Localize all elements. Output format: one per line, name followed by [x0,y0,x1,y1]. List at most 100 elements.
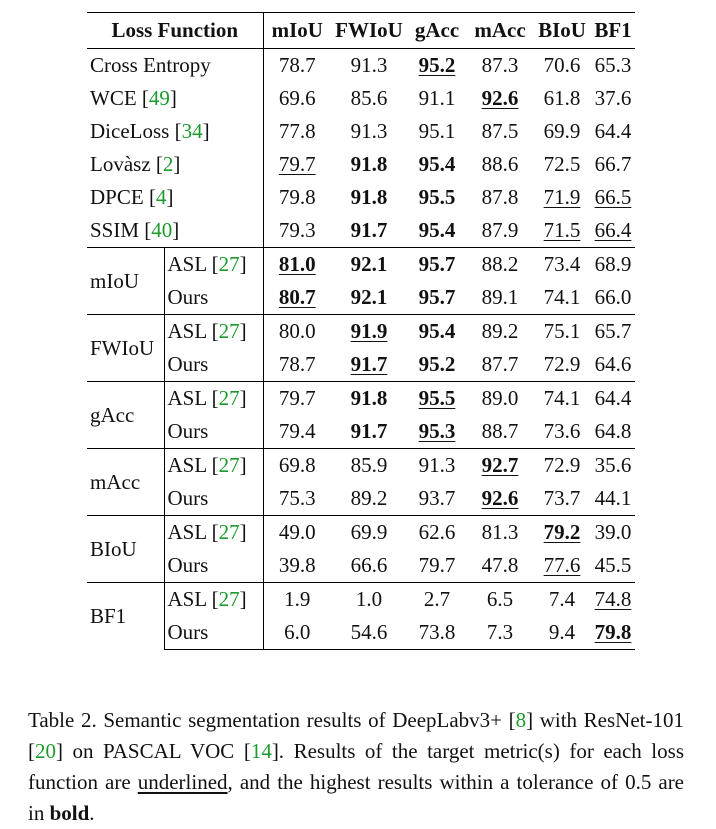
metric-value-cell: 79.2 [533,515,591,549]
citation-link[interactable]: 40 [151,218,173,242]
method-name-cell: Ours [164,415,264,449]
citation-link[interactable]: 27 [218,386,240,410]
metric-value-cell: 92.6 [467,482,533,516]
metric-value-cell: 92.1 [331,281,407,315]
method-name: SSIM [90,218,140,242]
metric-value-cell: 1.0 [331,582,407,616]
header-fwiou: FWIoU [335,18,403,42]
citation-link[interactable]: 27 [218,453,240,477]
metric-value: 92.7 [481,453,519,477]
metric-value-cell: 91.8 [331,381,407,415]
metric-value: 79.3 [278,218,316,242]
target-metric-group-label: BF1 [87,582,165,650]
method-name: WCE [90,86,137,110]
caption-citation-link[interactable]: 20 [35,739,56,763]
metric-value: 78.7 [278,352,316,376]
metric-value-cell: 80.7 [263,281,331,315]
caption-citation-link[interactable]: 8 [515,708,527,732]
citation-link[interactable]: 27 [218,319,240,343]
metric-value-cell: 69.9 [331,515,407,549]
method-name-cell: ASL [27] [164,381,264,415]
metric-value: 73.7 [543,486,581,510]
metric-value-cell: 75.3 [263,482,331,516]
metric-value-cell: 7.3 [467,616,533,650]
metric-value-cell: 75.1 [533,314,591,348]
metric-value: 73.8 [418,620,456,644]
method-name-cell: DiceLoss [34] [87,115,264,148]
metric-value-cell: 95.4 [407,148,467,181]
metric-value-cell: 91.3 [331,115,407,148]
metric-value: 85.6 [350,86,388,110]
metric-value: 91.7 [350,352,388,376]
metric-value: 71.5 [543,218,581,242]
citation-link[interactable]: 27 [218,587,240,611]
method-name: ASL [167,319,207,343]
table-row: gAcc ASL [27] 79.7 91.8 95.5 89.0 74.1 64.4 [87,381,635,449]
metric-value: 87.8 [481,185,519,209]
citation-link[interactable]: 2 [162,152,174,176]
metric-value: 45.5 [594,553,632,577]
metric-value-cell: 95.3 [407,415,467,449]
method-name: ASL [167,520,207,544]
metric-value: 95.5 [418,386,456,410]
metric-value: 91.3 [350,119,388,143]
method-name: ASL [167,252,207,276]
table-row: mAcc ASL [27] 69.8 85.9 91.3 92.7 72.9 35.6 [87,448,635,516]
metric-value: 64.4 [594,119,632,143]
metric-value: 89.0 [481,386,519,410]
citation-link[interactable]: 27 [218,252,240,276]
metric-value-cell: 85.6 [331,82,407,115]
citation-link[interactable]: 49 [148,86,170,110]
metric-value: 87.9 [481,218,519,242]
metric-value: 47.8 [481,553,519,577]
metric-value: 85.9 [350,453,388,477]
metric-value-cell: 39.0 [591,515,635,549]
caption-citation-link[interactable]: 14 [250,739,272,763]
metric-value: 92.1 [350,252,388,276]
metric-value: 9.4 [548,620,576,644]
metric-value: 89.2 [481,319,519,343]
metric-value: 88.2 [481,252,519,276]
metric-value: 81.0 [278,252,316,276]
metric-value: 74.8 [594,587,632,611]
metric-value-cell: 64.8 [591,415,635,449]
metric-value-cell: 88.2 [467,247,533,281]
metric-value-cell: 91.3 [331,49,407,83]
metric-value-cell: 80.0 [263,314,331,348]
citation-link[interactable]: 27 [218,520,240,544]
metric-value-cell: 6.5 [467,582,533,616]
citation-link[interactable]: 34 [181,119,203,143]
header-gacc: gAcc [414,18,460,42]
citation-link[interactable]: 4 [155,185,167,209]
metric-value-cell: 68.9 [591,247,635,281]
metric-value: 81.3 [481,520,519,544]
metric-value-cell: 69.6 [263,82,331,115]
metric-value: 74.1 [543,386,581,410]
metric-value-cell: 95.7 [407,247,467,281]
metric-value: 79.7 [418,553,456,577]
metric-value: 89.1 [481,285,519,309]
metric-value-cell: 95.2 [407,49,467,83]
header-row: Loss Function mIoU FWIoU gAcc mAcc BIoU … [87,12,635,49]
metric-value: 37.6 [594,86,632,110]
metric-value: 79.8 [278,185,316,209]
metric-value-cell: 1.9 [263,582,331,616]
method-name: Ours [167,486,209,510]
metric-value-cell: 73.6 [533,415,591,449]
method-name-cell: ASL [27] [164,247,264,281]
metric-value: 1.9 [284,587,311,611]
metric-value-cell: 87.9 [467,214,533,248]
metric-value-cell: 79.4 [263,415,331,449]
metric-value-cell: 79.7 [263,148,331,181]
header-miou: mIoU [271,18,323,42]
metric-value-cell: 95.1 [407,115,467,148]
metric-value: 79.4 [278,419,316,443]
metric-value: 95.7 [418,285,456,309]
target-metric-group-label: FWIoU [87,314,165,382]
metric-value: 49.0 [278,520,316,544]
metric-value: 66.7 [594,152,632,176]
method-name: DiceLoss [90,119,170,143]
metric-value-cell: 45.5 [591,549,635,583]
metric-value-cell: 6.0 [263,616,331,650]
metric-value: 44.1 [594,486,632,510]
